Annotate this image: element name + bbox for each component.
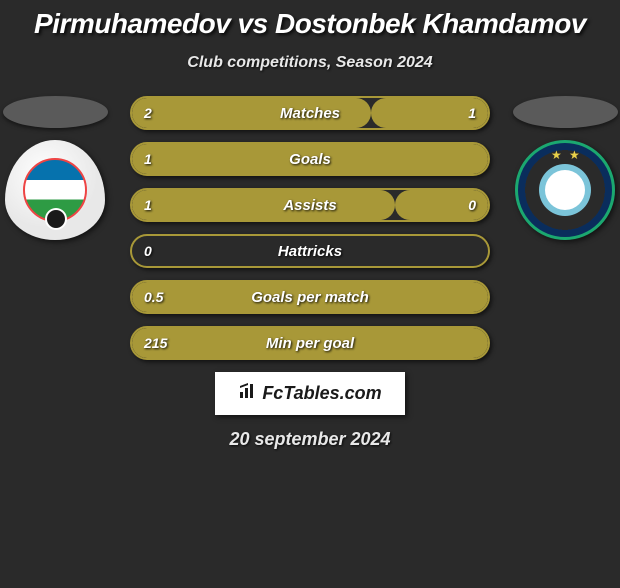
comparison-area: ★ ★ 21Matches 1Goals 10Assists 0Hattricks 0.… [0,96,620,356]
stat-value-left: 0 [132,236,164,266]
stat-row: 21Matches [130,96,490,130]
branding-text: FcTables.com [262,383,381,404]
player-right-column: ★ ★ [510,96,620,240]
stat-row: 0.5Goals per match [130,280,490,314]
page-title: Pirmuhamedov vs Dostonbek Khamdamov [0,8,620,40]
stat-fill-right [395,190,488,220]
stat-fill-left [132,144,488,174]
stat-fill-left [132,282,488,312]
stat-row: 0Hattricks [130,234,490,268]
stat-fill-right [371,98,488,128]
stat-label: Hattricks [132,236,488,266]
player-right-photo-ellipse [513,96,618,128]
branding-banner: FcTables.com [215,372,405,415]
page-subtitle: Club competitions, Season 2024 [0,54,620,72]
player-right-club-badge: ★ ★ [515,140,615,240]
stats-bars: 21Matches 1Goals 10Assists 0Hattricks 0.5Goa… [130,96,490,372]
badge-left-ball-icon [47,210,65,228]
stat-fill-left [132,190,395,220]
infographic-date: 20 september 2024 [0,429,620,450]
player-left-photo-ellipse [3,96,108,128]
stat-fill-left [132,98,371,128]
player-left-club-badge [5,140,105,240]
badge-right-star-icon: ★ [569,148,580,162]
stat-row: 215Min per goal [130,326,490,360]
branding-chart-icon [238,382,258,405]
badge-right-star-icon: ★ [551,148,562,162]
player-left-column [0,96,110,240]
stat-row: 1Goals [130,142,490,176]
stat-fill-left [132,328,488,358]
badge-right-flower-icon [545,170,585,210]
infographic-root: Pirmuhamedov vs Dostonbek Khamdamov Club… [0,8,620,450]
stat-row: 10Assists [130,188,490,222]
